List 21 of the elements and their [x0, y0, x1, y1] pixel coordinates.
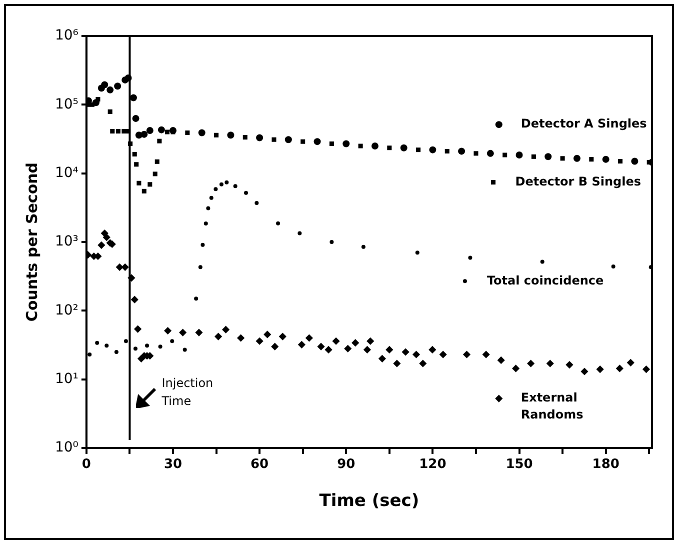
y-tick-label: 10² [54, 302, 78, 318]
legend-label: Detector B Singles [515, 174, 642, 188]
y-tick-label: 10¹ [54, 370, 78, 387]
legend-label: External Randoms [520, 390, 584, 422]
y-tick-label: 10⁰ [54, 440, 79, 456]
x-tick-label: 30 [164, 457, 182, 472]
ref-line-label: Injection Time [160, 376, 214, 408]
x-tick-label: 60 [250, 457, 269, 472]
x-tick-label: 0 [82, 457, 91, 472]
x-tick-label: 180 [592, 457, 620, 472]
legend-label: Detector A Singles [520, 116, 647, 131]
x-tick-label: 120 [419, 457, 446, 472]
y-axis-title: Counts per Second [22, 162, 41, 322]
x-axis-title: Time (sec) [319, 491, 420, 512]
x-tick-label: 90 [337, 457, 356, 472]
y-tick-label: 10⁵ [54, 96, 78, 112]
legend-label: Total coincidence [486, 273, 604, 288]
y-tick-label: 10⁴ [54, 164, 79, 181]
y-tick-label: 10⁶ [54, 28, 79, 44]
x-tick-label: 150 [506, 457, 533, 472]
y-tick-label: 10³ [54, 234, 78, 250]
